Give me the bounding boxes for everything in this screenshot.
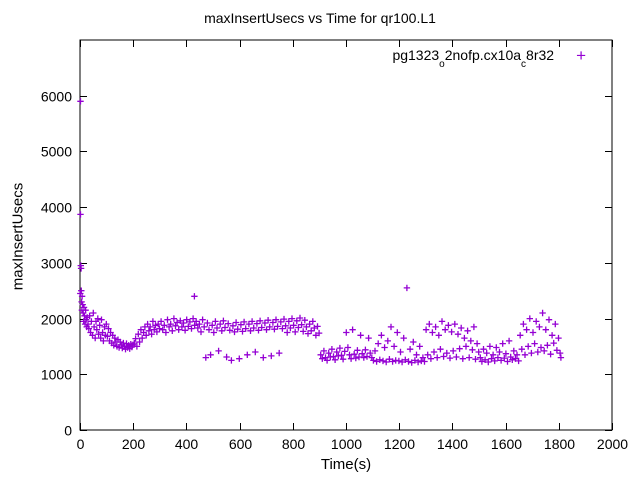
legend-label: pg1323o2nofp.cx10ac8r32 — [392, 47, 555, 70]
legend-plus-marker-icon: + — [576, 46, 586, 65]
svg-text:800: 800 — [282, 436, 306, 452]
svg-text:0: 0 — [77, 436, 85, 452]
chart-title: maxInsertUsecs vs Time for qr100.L1 — [204, 10, 436, 26]
legend: pg1323o2nofp.cx10ac8r32 + — [392, 46, 586, 70]
svg-text:6000: 6000 — [41, 89, 72, 105]
svg-text:1600: 1600 — [491, 436, 522, 452]
svg-text:1200: 1200 — [384, 436, 415, 452]
y-axis-label: maxInsertUsecs — [9, 182, 27, 291]
svg-text:1400: 1400 — [437, 436, 468, 452]
svg-text:2000: 2000 — [41, 312, 72, 328]
x-axis-label: Time(s) — [320, 456, 372, 473]
svg-text:1800: 1800 — [544, 436, 575, 452]
svg-text:1000: 1000 — [331, 436, 362, 452]
svg-text:200: 200 — [122, 436, 146, 452]
svg-text:0: 0 — [64, 423, 72, 439]
svg-text:3000: 3000 — [41, 256, 72, 272]
svg-text:600: 600 — [229, 436, 253, 452]
svg-text:5000: 5000 — [41, 144, 72, 160]
svg-text:400: 400 — [175, 436, 199, 452]
svg-text:1000: 1000 — [41, 367, 72, 383]
svg-text:2000: 2000 — [597, 436, 628, 452]
svg-text:4000: 4000 — [41, 200, 72, 216]
